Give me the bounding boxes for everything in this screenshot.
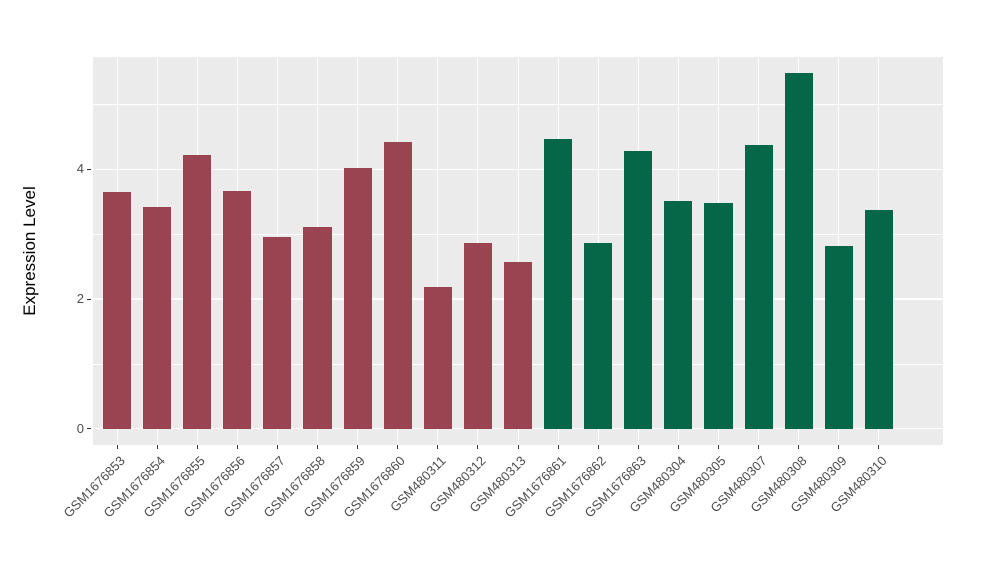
category-gridline bbox=[517, 57, 519, 445]
x-tick bbox=[717, 445, 719, 449]
x-tick bbox=[397, 445, 399, 449]
x-tick bbox=[557, 445, 559, 449]
x-tick bbox=[637, 445, 639, 449]
bar-GSM480311 bbox=[423, 286, 452, 429]
bar-GSM480312 bbox=[463, 242, 492, 429]
y-tick-label: 2 bbox=[76, 291, 84, 306]
x-tick bbox=[357, 445, 359, 449]
x-tick bbox=[758, 445, 760, 449]
bar-GSM480304 bbox=[664, 201, 693, 429]
bar-GSM480313 bbox=[503, 262, 533, 429]
x-tick bbox=[156, 445, 158, 449]
bar-GSM1676859 bbox=[343, 168, 372, 429]
bar-GSM1676854 bbox=[143, 206, 172, 429]
bar-GSM1676855 bbox=[183, 155, 212, 429]
category-gridline bbox=[437, 57, 439, 445]
x-tick bbox=[597, 445, 599, 449]
bar-GSM1676858 bbox=[303, 227, 332, 429]
y-tick bbox=[87, 428, 91, 430]
x-tick bbox=[878, 445, 880, 449]
y-tick bbox=[87, 298, 91, 300]
bar-GSM1676862 bbox=[584, 243, 613, 429]
bar-GSM1676863 bbox=[624, 151, 653, 429]
x-tick bbox=[517, 445, 519, 449]
bar-GSM480307 bbox=[744, 144, 773, 429]
x-tick bbox=[477, 445, 479, 449]
bar-GSM1676857 bbox=[263, 236, 292, 429]
y-tick bbox=[87, 168, 91, 170]
x-tick bbox=[276, 445, 278, 449]
plot-panel bbox=[93, 57, 943, 445]
x-tick bbox=[196, 445, 198, 449]
bar-GSM1676861 bbox=[544, 139, 573, 429]
x-tick bbox=[317, 445, 319, 449]
bar-GSM480308 bbox=[784, 73, 813, 429]
bar-GSM1676853 bbox=[103, 191, 132, 429]
x-tick bbox=[236, 445, 238, 449]
y-tick-label: 4 bbox=[76, 161, 84, 177]
x-tick bbox=[437, 445, 439, 449]
x-tick bbox=[838, 445, 840, 449]
bar-GSM1676856 bbox=[223, 190, 252, 429]
bar-GSM480309 bbox=[824, 245, 853, 429]
x-tick bbox=[677, 445, 679, 449]
x-tick bbox=[116, 445, 118, 449]
y-tick-label: 0 bbox=[76, 420, 84, 436]
bar-GSM480310 bbox=[864, 210, 893, 429]
x-tick bbox=[798, 445, 800, 449]
bar-GSM480305 bbox=[704, 203, 733, 429]
bar-GSM1676860 bbox=[383, 142, 412, 429]
